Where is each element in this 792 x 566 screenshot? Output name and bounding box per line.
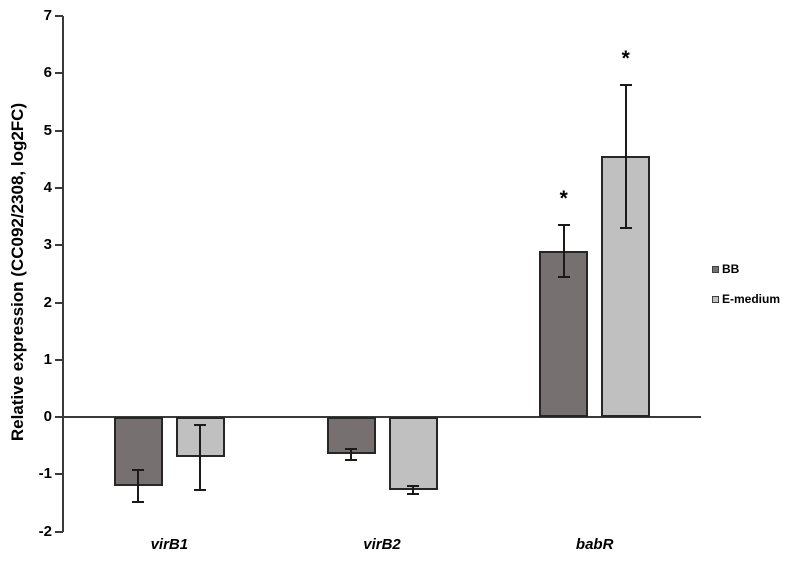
category-label-virB2: virB2 — [363, 536, 401, 553]
legend-item-bb: BB — [712, 262, 780, 276]
error-bar-cap-bottom — [407, 493, 419, 496]
error-bar-line — [562, 225, 565, 277]
y-tick-label: -1 — [38, 465, 52, 483]
y-tick-label: 0 — [43, 408, 52, 426]
legend-swatch-bb — [712, 265, 719, 273]
error-bar-cap-top — [194, 423, 207, 426]
significance-asterisk: * — [559, 187, 568, 211]
y-tick-mark — [55, 186, 63, 189]
legend-item-e-medium: E-medium — [712, 292, 780, 306]
y-tick-mark — [55, 416, 63, 419]
y-tick-mark — [55, 473, 63, 476]
category-label-virB1: virB1 — [150, 536, 189, 553]
error-bar-cap-top — [345, 448, 357, 451]
error-bar-cap-bottom — [194, 488, 207, 491]
y-tick-mark — [55, 129, 63, 132]
error-bar-line — [412, 486, 414, 495]
error-bar-line — [350, 449, 352, 460]
significance-asterisk: * — [621, 46, 630, 70]
y-tick-label: 4 — [43, 178, 52, 196]
y-tick-label: 1 — [43, 350, 52, 368]
y-tick-mark — [55, 301, 63, 304]
error-bar-line — [199, 424, 202, 490]
bar-e-medium-virB2 — [388, 417, 438, 491]
y-tick-label: 3 — [43, 236, 52, 254]
y-tick-mark — [55, 530, 63, 533]
error-bar-cap-bottom — [619, 227, 632, 229]
y-tick-mark — [55, 244, 63, 247]
legend-label-bb: BB — [722, 262, 740, 276]
error-bar-line — [624, 84, 627, 228]
category-label-babR: babR — [575, 536, 614, 553]
y-tick-mark — [55, 15, 63, 17]
y-tick-label: 5 — [43, 121, 52, 139]
y-tick-label: -2 — [38, 522, 52, 540]
legend-label-e-medium: E-medium — [722, 292, 781, 306]
legend-swatch-e-medium — [712, 295, 719, 303]
error-bar-cap-bottom — [132, 500, 145, 503]
y-axis-line — [62, 16, 64, 532]
y-tick-label: 6 — [43, 64, 52, 82]
error-bar-cap-bottom — [557, 275, 570, 278]
y-tick-mark — [55, 72, 63, 75]
zero-line — [63, 416, 701, 419]
error-bar-cap-bottom — [345, 458, 357, 461]
error-bar-cap-top — [132, 468, 145, 471]
legend: BB E-medium — [712, 262, 780, 306]
y-tick-label: 7 — [43, 7, 52, 24]
error-bar-cap-top — [619, 83, 632, 86]
y-tick-label: 2 — [43, 293, 52, 311]
y-tick-mark — [55, 358, 63, 361]
error-bar-cap-top — [407, 485, 419, 488]
error-bar-line — [137, 469, 140, 502]
error-bar-cap-top — [557, 224, 570, 227]
